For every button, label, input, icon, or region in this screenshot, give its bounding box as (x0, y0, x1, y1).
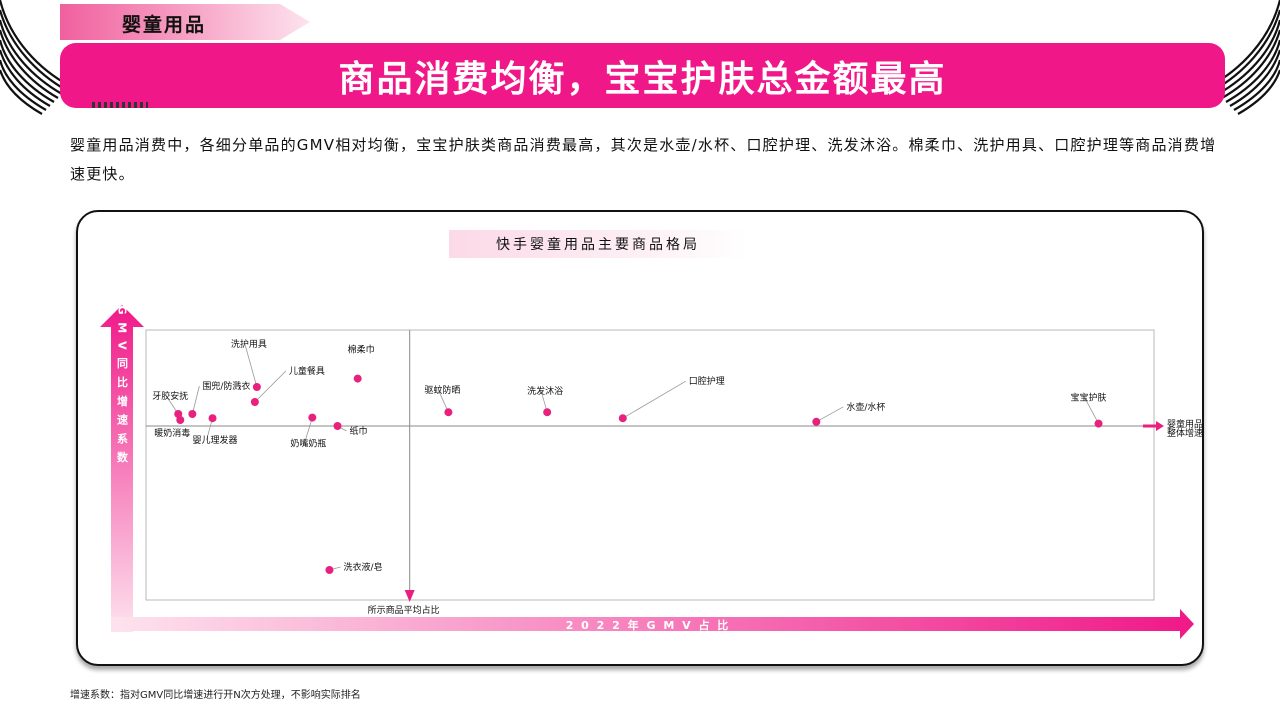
point-leader-line (622, 380, 686, 419)
scatter-point-label: 洗发沐浴 (527, 385, 563, 397)
point-leader-line (244, 343, 258, 388)
scatter-point (325, 566, 334, 574)
summary-text: 婴童用品消费中，各细分单品的GMV相对均衡，宝宝护肤类商品消费最高，其次是水壶/… (70, 136, 1217, 183)
point-leader-line (816, 406, 844, 423)
x-axis-arrow (111, 609, 1194, 639)
title-dots-decoration (92, 102, 148, 108)
scatter-point (250, 398, 259, 406)
point-leader-line (1084, 397, 1099, 424)
scatter-point-label: 婴儿理发器 (193, 434, 238, 446)
scatter-point (252, 383, 261, 391)
scatter-point-label: 驱蚊防晒 (424, 384, 460, 396)
section-tab-label: 婴童用品 (122, 14, 207, 36)
chart-card (76, 210, 1204, 666)
point-leader-line (191, 385, 200, 415)
scatter-point (812, 417, 821, 426)
scatter-point (308, 413, 317, 422)
scatter-point-label: 纸巾 (350, 425, 368, 437)
scatter-point-label: 围兜/防溅衣 (202, 380, 250, 392)
plot-frame (145, 329, 1155, 601)
page-title: 商品消费均衡，宝宝护肤总金额最高 (338, 57, 947, 100)
scatter-point (208, 414, 217, 423)
scatter-point-label: 口腔护理 (689, 375, 725, 387)
point-leader-line (303, 417, 313, 444)
scatter-point-label: 宝宝护肤 (1071, 392, 1107, 404)
scatter-point (618, 414, 627, 423)
point-leader-line (254, 370, 287, 403)
y-axis-title: G M V 同 比 增 速 系 数 (116, 305, 129, 464)
scatter-point (174, 410, 183, 418)
scatter-point (353, 374, 362, 383)
y-axis-arrow (100, 305, 144, 632)
scatter-point (176, 416, 185, 424)
horizontal-reference-label-1: 婴童用品 (1167, 418, 1203, 430)
x-axis-title: 2 0 2 2 年 G M V 占 比 (566, 618, 731, 632)
section-tab: 婴童用品 (60, 4, 310, 40)
scatter-point-label: 洗护用具 (231, 338, 267, 350)
scatter-point (543, 408, 552, 417)
point-leader-line (438, 390, 449, 413)
scatter-point-label: 奶嘴奶瓶 (290, 438, 326, 450)
chart-title: 快手婴童用品主要商品格局 (449, 230, 747, 258)
footnote: 增速系数：指对GMV同比增速进行开N次方处理，不影响实际排名 (70, 690, 361, 701)
vertical-reference-arrowhead (404, 590, 415, 602)
scatter-point (1094, 419, 1103, 428)
title-banner: 商品消费均衡，宝宝护肤总金额最高 (60, 43, 1225, 108)
scatter-point (444, 408, 453, 417)
scatter-point (333, 422, 342, 430)
horizontal-reference-label-2: 整体增速 (1167, 427, 1203, 439)
scatter-point-label: 牙胶安抚 (152, 390, 188, 402)
scatter-point-label: 棉柔巾 (348, 344, 375, 356)
horizontal-reference-arrow (1143, 421, 1164, 431)
scatter-point-label: 水壶/水杯 (846, 401, 885, 413)
scatter-point-label: 洗衣液/皂 (343, 561, 382, 573)
scatter-point (188, 410, 197, 418)
vertical-reference-label: 所示商品平均占比 (368, 604, 440, 616)
scatter-point-label: 暖奶消毒 (154, 427, 190, 439)
scatter-point-label: 儿童餐具 (289, 365, 325, 377)
